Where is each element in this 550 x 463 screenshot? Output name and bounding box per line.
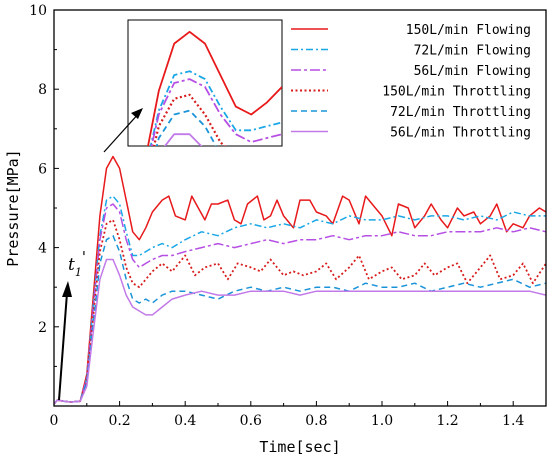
t1-arrow-head <box>62 281 72 297</box>
series-line-3 <box>54 203 546 405</box>
inset-zoom-curves <box>147 30 282 146</box>
inset-pointer-line <box>103 111 141 153</box>
y-tick-label: 2 <box>38 320 47 336</box>
axis-ticks: 0 0.2 0.4 0.6 0.8 1.0 1.2 1.4 2 4 6 8 10 <box>29 3 547 429</box>
legend: 150L/min Flowing 72L/min Flowing 56L/min F… <box>291 23 531 141</box>
inset-pointer-arrowhead <box>131 108 143 119</box>
y-tick-label: 10 <box>29 3 47 19</box>
legend-label-4: 150L/min Throttling <box>382 85 531 100</box>
legend-label-1: 150L/min Flowing <box>406 23 531 38</box>
t1-annotation: t1' <box>68 248 86 279</box>
y-tick-label: 8 <box>38 82 47 98</box>
x-tick-label: 1.4 <box>502 413 524 429</box>
inset-series-line-3 <box>150 78 282 146</box>
legend-label-3: 56L/min Flowing <box>414 64 531 79</box>
series-line-6 <box>54 258 546 405</box>
x-tick-label: 1.2 <box>436 413 458 429</box>
series-layer <box>54 155 546 405</box>
x-tick-label: 1.0 <box>371 413 393 429</box>
y-tick-label: 6 <box>38 161 47 177</box>
x-tick-label: 0 <box>50 413 59 429</box>
x-tick-label: 0.2 <box>108 413 130 429</box>
legend-label-2: 72L/min Flowing <box>414 44 531 59</box>
inset-frame <box>127 19 283 147</box>
legend-label-6: 56L/min Throttling <box>390 126 531 141</box>
x-tick-label: 0.4 <box>174 413 196 429</box>
x-tick-label: 0.8 <box>305 413 327 429</box>
y-tick-label: 4 <box>38 241 47 257</box>
x-tick-label: 0.6 <box>240 413 262 429</box>
series-line-1 <box>54 155 546 405</box>
series-line-4 <box>54 219 546 405</box>
x-axis-label: Time[sec] <box>259 438 340 456</box>
inset-series-line-1 <box>147 30 282 146</box>
t1-arrow-line <box>58 292 68 401</box>
y-axis-label: Pressure[MPa] <box>4 149 22 266</box>
series-line-2 <box>54 195 546 405</box>
series-line-5 <box>54 234 546 405</box>
legend-label-5: 72L/min Throttling <box>390 105 531 120</box>
